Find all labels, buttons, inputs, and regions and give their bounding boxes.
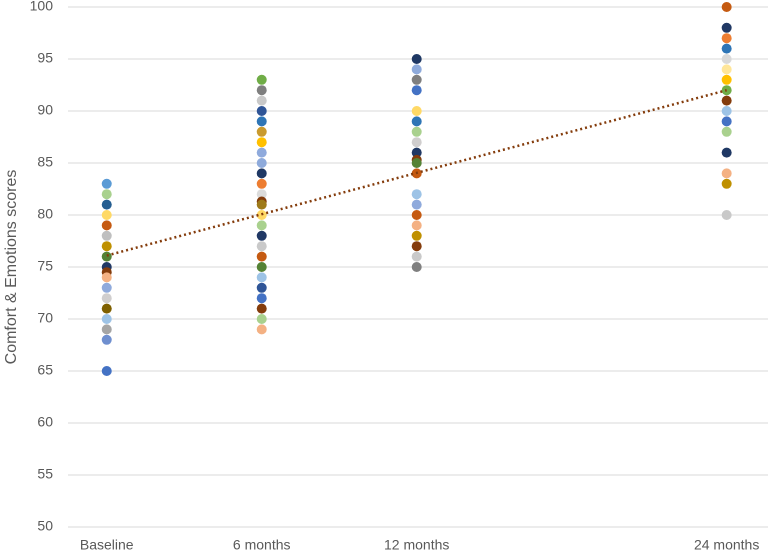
data-point [101,314,112,324]
data-point [411,64,422,75]
data-point [411,54,422,64]
data-point [721,64,732,75]
data-point [411,85,422,96]
data-point [256,178,267,189]
data-point [256,230,267,241]
data-point [411,137,422,148]
data-point [256,220,267,231]
data-point [256,241,267,252]
y-tick-label: 75 [37,258,53,274]
y-tick-label: 65 [37,362,53,378]
data-point [256,126,267,137]
data-point [256,168,267,179]
data-point [411,158,422,168]
data-point [101,293,112,304]
x-tick-label: Baseline [80,537,134,553]
data-point [411,116,422,127]
data-point [101,334,112,345]
data-point [101,178,112,189]
y-axis-title: Comfort & Emotions scores [3,170,20,365]
data-point [721,210,732,220]
data-point [256,189,267,200]
data-point [101,230,112,241]
data-point [411,251,422,262]
data-point [721,178,732,189]
y-tick-label: 100 [30,0,54,14]
y-tick-label: 60 [37,414,53,430]
data-point [721,22,732,33]
data-point [256,262,267,272]
data-point [411,241,422,252]
y-tick-label: 90 [37,102,53,118]
data-point [411,262,422,272]
data-point [101,366,112,376]
data-point [256,282,267,293]
data-point [721,126,732,137]
data-point [256,147,267,158]
x-tick-label: 12 months [384,537,449,553]
data-point [256,74,267,85]
data-point [256,85,267,96]
x-tick-label: 24 months [694,537,759,553]
trendline [106,88,727,257]
data-point [101,220,112,231]
data-point [101,210,112,220]
data-point [256,106,267,116]
data-point [256,303,267,314]
data-point [101,324,112,335]
data-point [411,126,422,137]
data-point [256,199,267,210]
data-point [256,293,267,304]
data-point [721,106,732,116]
data-point [256,137,267,148]
data-point [256,251,267,262]
data-point [256,324,267,335]
data-point [256,272,267,283]
x-tick-label: 6 months [233,537,291,553]
data-point [411,106,422,116]
data-point [101,303,112,314]
data-point [256,158,267,168]
data-point [411,147,422,158]
data-point [411,210,422,220]
data-point [101,282,112,293]
data-point [721,74,732,85]
data-point [721,116,732,127]
y-tick-label: 95 [37,50,53,66]
data-point [721,168,732,179]
y-tick-label: 85 [37,154,53,170]
data-point [101,189,112,200]
data-point [721,54,732,64]
data-point [101,241,112,252]
data-point [411,220,422,231]
y-tick-label: 55 [37,466,53,482]
data-point [721,43,732,54]
data-point [101,199,112,210]
data-point [721,95,732,106]
y-tick-label: 50 [37,518,53,534]
data-point [721,147,732,158]
data-point [411,199,422,210]
data-point [101,272,112,283]
y-tick-label: 70 [37,310,53,326]
data-point [411,189,422,200]
data-point [256,95,267,106]
y-tick-label: 80 [37,206,53,222]
data-point [721,2,732,12]
data-point [721,33,732,44]
data-point [256,116,267,127]
data-point [411,74,422,85]
data-point [256,314,267,324]
data-point [411,230,422,241]
data-point [101,251,112,262]
